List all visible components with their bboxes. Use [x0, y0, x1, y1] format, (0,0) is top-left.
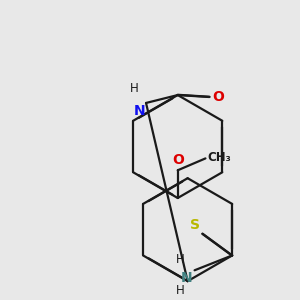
Text: O: O [212, 90, 224, 104]
Text: H: H [176, 253, 185, 266]
Text: CH₃: CH₃ [207, 151, 231, 164]
Text: O: O [172, 153, 184, 167]
Text: H: H [176, 284, 185, 297]
Text: H: H [130, 82, 139, 95]
Text: S: S [190, 218, 200, 232]
Text: N: N [134, 104, 145, 118]
Text: N: N [181, 271, 193, 285]
